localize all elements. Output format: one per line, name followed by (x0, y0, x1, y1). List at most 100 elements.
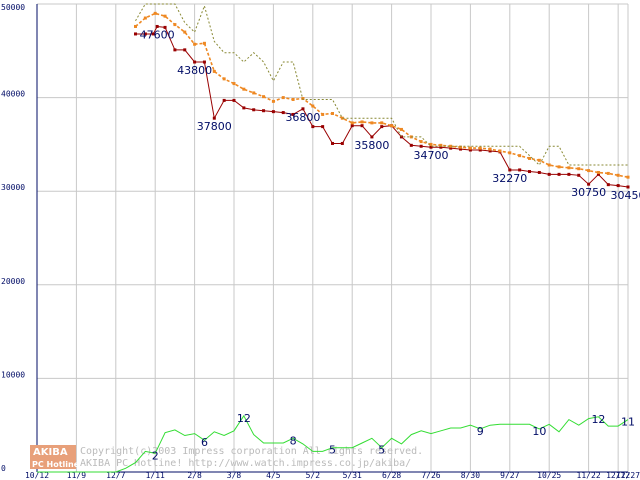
data-point-avg-price (459, 145, 463, 149)
data-point-avg-price (360, 120, 364, 124)
data-point-min-price (626, 185, 630, 189)
data-point-avg-price (577, 167, 581, 171)
data-point-min-price (508, 168, 512, 172)
data-point-avg-price (616, 173, 620, 177)
data-point-avg-price (134, 24, 137, 28)
data-point-min-price (311, 125, 315, 129)
data-point-min-price (271, 110, 275, 114)
data-point-min-price (340, 141, 344, 145)
count-label: 5 (329, 444, 336, 457)
data-point-avg-price (311, 104, 315, 108)
data-point-avg-price (153, 11, 157, 15)
y-tick-label: 0 (1, 464, 6, 473)
x-tick-label: 12/12 (606, 471, 630, 480)
data-point-avg-price (340, 116, 344, 120)
data-point-min-price (252, 108, 256, 112)
price-label: 32270 (492, 172, 527, 185)
data-point-min-price (202, 60, 206, 64)
data-point-min-price (360, 124, 364, 128)
axes (36, 4, 628, 473)
data-point-avg-price (399, 127, 403, 131)
x-tick-label: 1/11 (146, 471, 165, 480)
x-tick-label: 11/9 (67, 471, 86, 480)
price-label: 34700 (414, 149, 449, 162)
data-point-min-price (212, 116, 216, 120)
count-label: 12 (237, 412, 251, 425)
data-point-min-price (577, 173, 581, 177)
data-point-min-price (567, 172, 571, 176)
data-point-min-price (331, 141, 334, 145)
data-point-avg-price (193, 42, 197, 46)
data-point-avg-price (518, 154, 522, 158)
data-point-avg-price (557, 165, 561, 169)
count-label: 8 (290, 434, 297, 447)
data-point-avg-price (488, 147, 492, 151)
data-point-min-price (291, 112, 295, 116)
data-point-min-price (232, 98, 236, 102)
data-point-min-price (155, 24, 159, 28)
data-point-avg-price (252, 91, 256, 95)
x-tick-label: 3/8 (227, 471, 242, 480)
copyright-line-1: Copyright(c)2003 Impress corporation All… (80, 446, 423, 457)
data-point-avg-price (331, 112, 334, 116)
data-point-avg-price (390, 124, 394, 128)
data-point-min-price (321, 125, 325, 129)
logo-hotline-text: PC Hotline! (32, 460, 83, 469)
count-label: 10 (532, 425, 546, 438)
data-point-avg-price (222, 77, 226, 81)
data-point-avg-price (370, 121, 374, 125)
data-point-min-price (370, 135, 374, 139)
data-point-min-price (242, 106, 246, 110)
data-point-avg-price (380, 121, 384, 125)
data-point-min-price (281, 111, 285, 115)
data-point-avg-price (587, 169, 591, 173)
data-point-avg-price (508, 151, 512, 155)
logo-akiba-text: AKIBA (33, 447, 68, 458)
count-label: 11 (621, 416, 635, 429)
count-label: 6 (201, 436, 208, 449)
data-point-min-price (419, 144, 423, 148)
data-point-avg-price (173, 23, 177, 27)
data-point-min-price (429, 145, 433, 149)
data-point-avg-price (262, 95, 266, 99)
data-point-avg-price (291, 97, 295, 101)
data-point-avg-price (419, 140, 423, 144)
data-point-avg-price (163, 14, 167, 18)
data-point-min-price (262, 109, 266, 113)
price-label: 35800 (354, 139, 389, 152)
data-point-avg-price (606, 171, 610, 175)
data-point-min-price (151, 32, 155, 36)
count-label: 2 (152, 449, 159, 462)
data-point-avg-price (567, 166, 571, 170)
y-tick-label: 10000 (1, 370, 25, 379)
series-line-max-price (135, 3, 628, 166)
data-point-avg-price (547, 163, 551, 167)
data-point-min-price (301, 107, 305, 111)
data-point-min-price (547, 172, 551, 176)
series-line-min-price (135, 25, 629, 188)
data-point-avg-price (626, 175, 630, 179)
data-point-min-price (350, 124, 354, 128)
x-tick-label: 12/7 (106, 471, 125, 480)
data-point-min-price (459, 147, 463, 151)
series (37, 3, 630, 473)
data-point-min-price (488, 149, 492, 153)
y-tick-label: 40000 (1, 90, 25, 99)
x-tick-label: 10/25 (537, 471, 561, 480)
tick-labels: 10/12 11/9 12/7 1/11 2/8 3/8 4/5 5/2 5/31 6/28 7/2… (1, 3, 640, 480)
data-point-min-price (616, 184, 620, 188)
data-point-avg-price (449, 144, 453, 148)
data-point-avg-price (439, 143, 443, 147)
data-point-min-price (143, 32, 147, 36)
data-labels: 47600 43800 37800 36800 35800 34700 32270 30750… (140, 28, 640, 462)
data-point-avg-price (232, 82, 236, 86)
data-point-min-price (606, 183, 610, 187)
data-point-avg-price (537, 158, 541, 162)
data-point-min-price (557, 172, 561, 176)
data-point-min-price (537, 170, 541, 174)
data-point-avg-price (468, 146, 472, 150)
y-tick-label: 30000 (1, 183, 25, 192)
data-point-min-price (163, 25, 167, 29)
